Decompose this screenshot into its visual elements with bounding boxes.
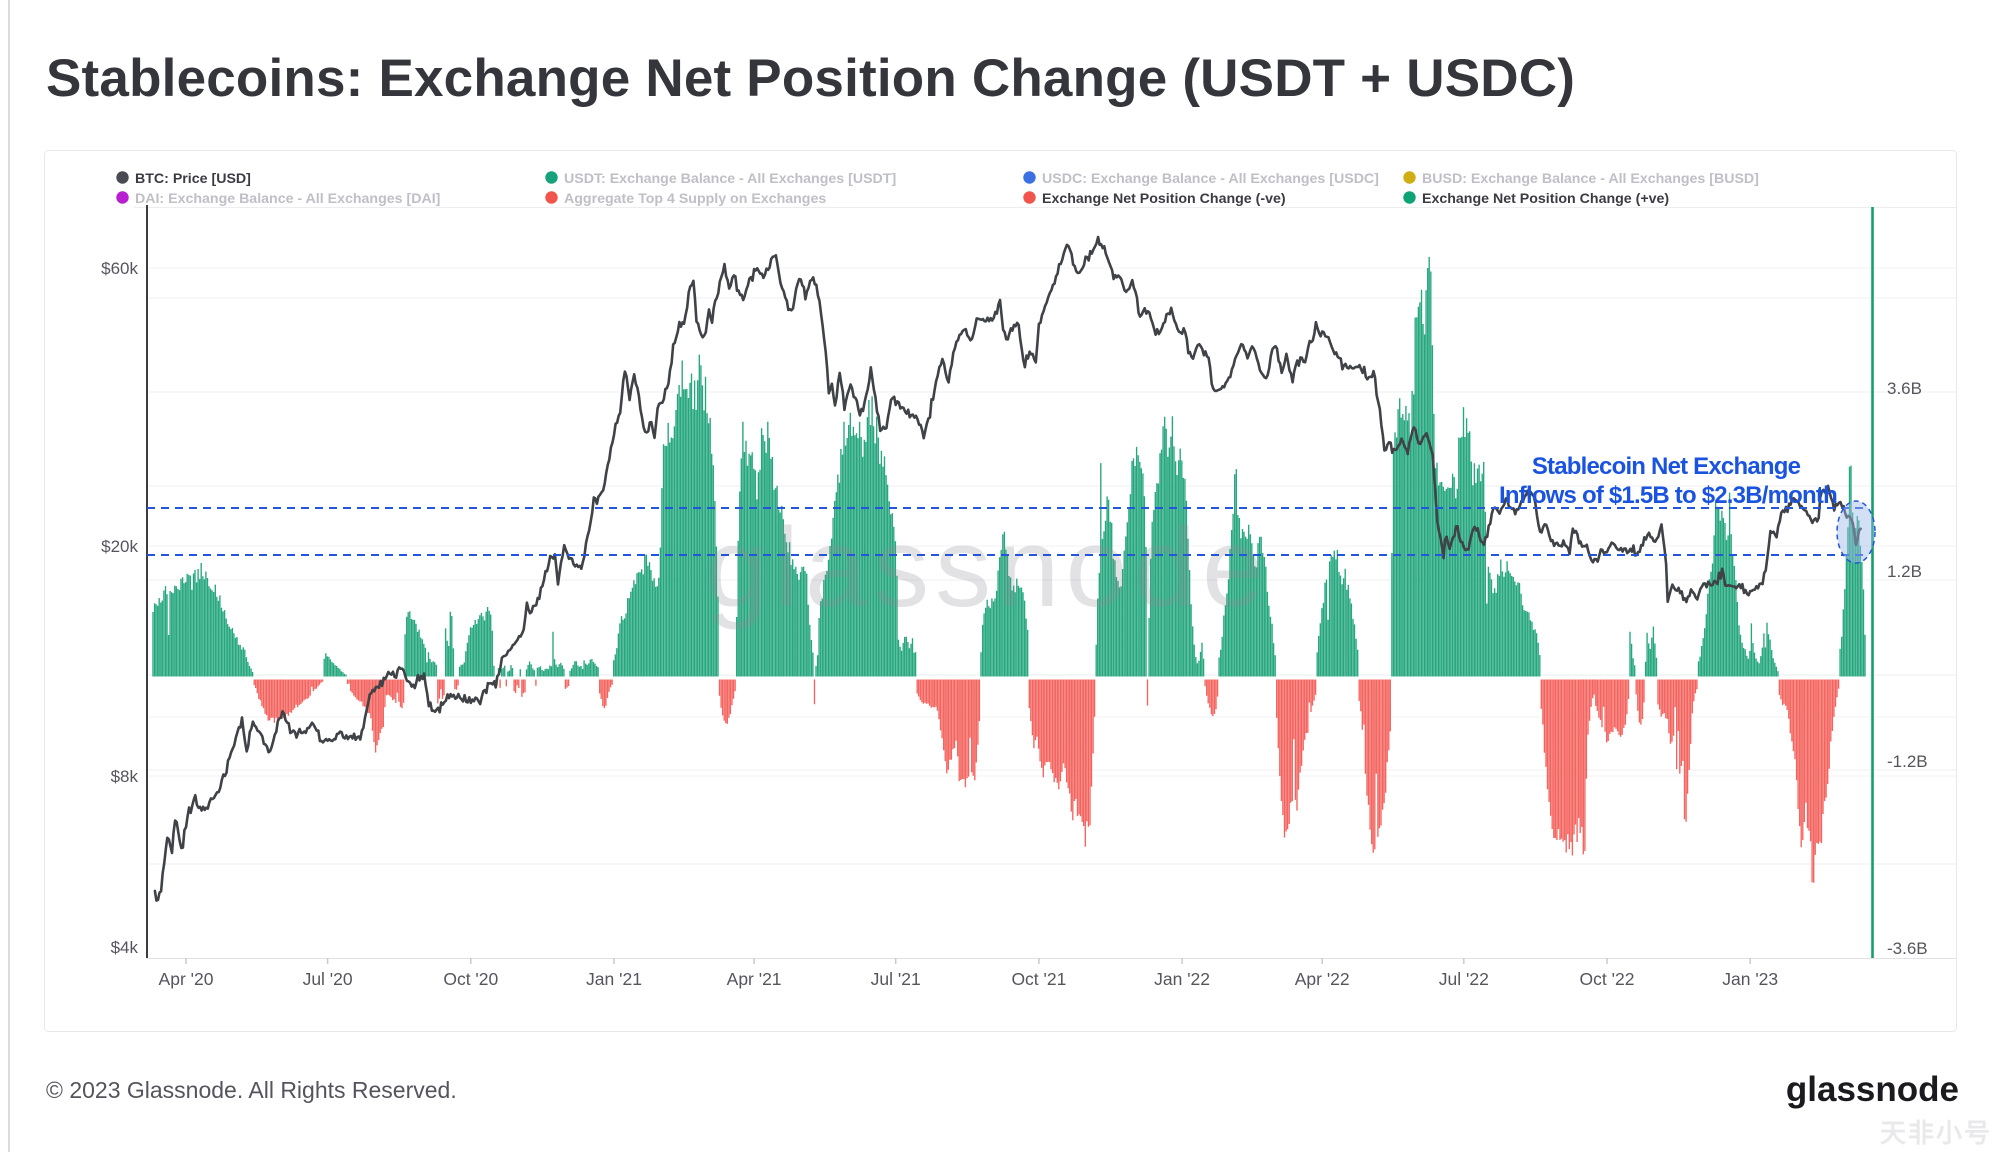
svg-text:3.6B: 3.6B [1887, 379, 1922, 398]
svg-text:Jul '21: Jul '21 [871, 969, 921, 989]
svg-text:BUSD: Exchange Balance - All E: BUSD: Exchange Balance - All Exchanges [… [1422, 171, 1759, 187]
svg-text:USDC: Exchange Balance - All E: USDC: Exchange Balance - All Exchanges [… [1042, 171, 1379, 187]
svg-text:Stablecoins: Exchange Net Posi: Stablecoins: Exchange Net Position Chang… [46, 49, 1575, 108]
svg-text:$60k: $60k [101, 259, 138, 278]
svg-text:Apr '21: Apr '21 [727, 969, 782, 989]
svg-text:$4k: $4k [111, 938, 139, 957]
svg-text:Exchange Net Position Change (: Exchange Net Position Change (-ve) [1042, 191, 1286, 207]
svg-text:Oct '20: Oct '20 [443, 969, 498, 989]
svg-text:天非小号: 天非小号 [1880, 1118, 1992, 1148]
svg-text:glassnode: glassnode [1786, 1070, 1959, 1109]
svg-text:glassnode: glassnode [706, 505, 1271, 630]
svg-text:Jan '22: Jan '22 [1154, 969, 1210, 989]
svg-text:Oct '22: Oct '22 [1580, 969, 1635, 989]
svg-text:Jan '21: Jan '21 [586, 969, 642, 989]
svg-text:Stablecoin Net Exchange: Stablecoin Net Exchange [1532, 453, 1801, 480]
svg-text:$20k: $20k [101, 537, 138, 556]
svg-text:1.2B: 1.2B [1887, 562, 1922, 581]
svg-text:BTC: Price [USD]: BTC: Price [USD] [135, 171, 251, 187]
svg-text:DAI: Exchange Balance - All Ex: DAI: Exchange Balance - All Exchanges [D… [135, 191, 440, 207]
svg-text:Apr '22: Apr '22 [1295, 969, 1350, 989]
svg-text:© 2023 Glassnode. All Rights R: © 2023 Glassnode. All Rights Reserved. [46, 1077, 457, 1103]
svg-text:Exchange Net Position Change (: Exchange Net Position Change (+ve) [1422, 191, 1669, 207]
svg-text:Apr '20: Apr '20 [159, 969, 214, 989]
svg-text:Oct '21: Oct '21 [1011, 969, 1066, 989]
svg-text:$8k: $8k [111, 767, 139, 786]
svg-text:Inflows of $1.5B to $2.3B/mont: Inflows of $1.5B to $2.3B/month [1499, 482, 1837, 509]
svg-text:Aggregate Top 4 Supply on Exch: Aggregate Top 4 Supply on Exchanges [564, 191, 826, 207]
svg-text:USDT: Exchange Balance - All E: USDT: Exchange Balance - All Exchanges [… [564, 171, 896, 187]
svg-text:-3.6B: -3.6B [1887, 939, 1928, 958]
svg-text:Jul '22: Jul '22 [1439, 969, 1489, 989]
svg-text:Jan '23: Jan '23 [1722, 969, 1778, 989]
svg-text:Jul '20: Jul '20 [303, 969, 353, 989]
svg-text:-1.2B: -1.2B [1887, 752, 1928, 771]
